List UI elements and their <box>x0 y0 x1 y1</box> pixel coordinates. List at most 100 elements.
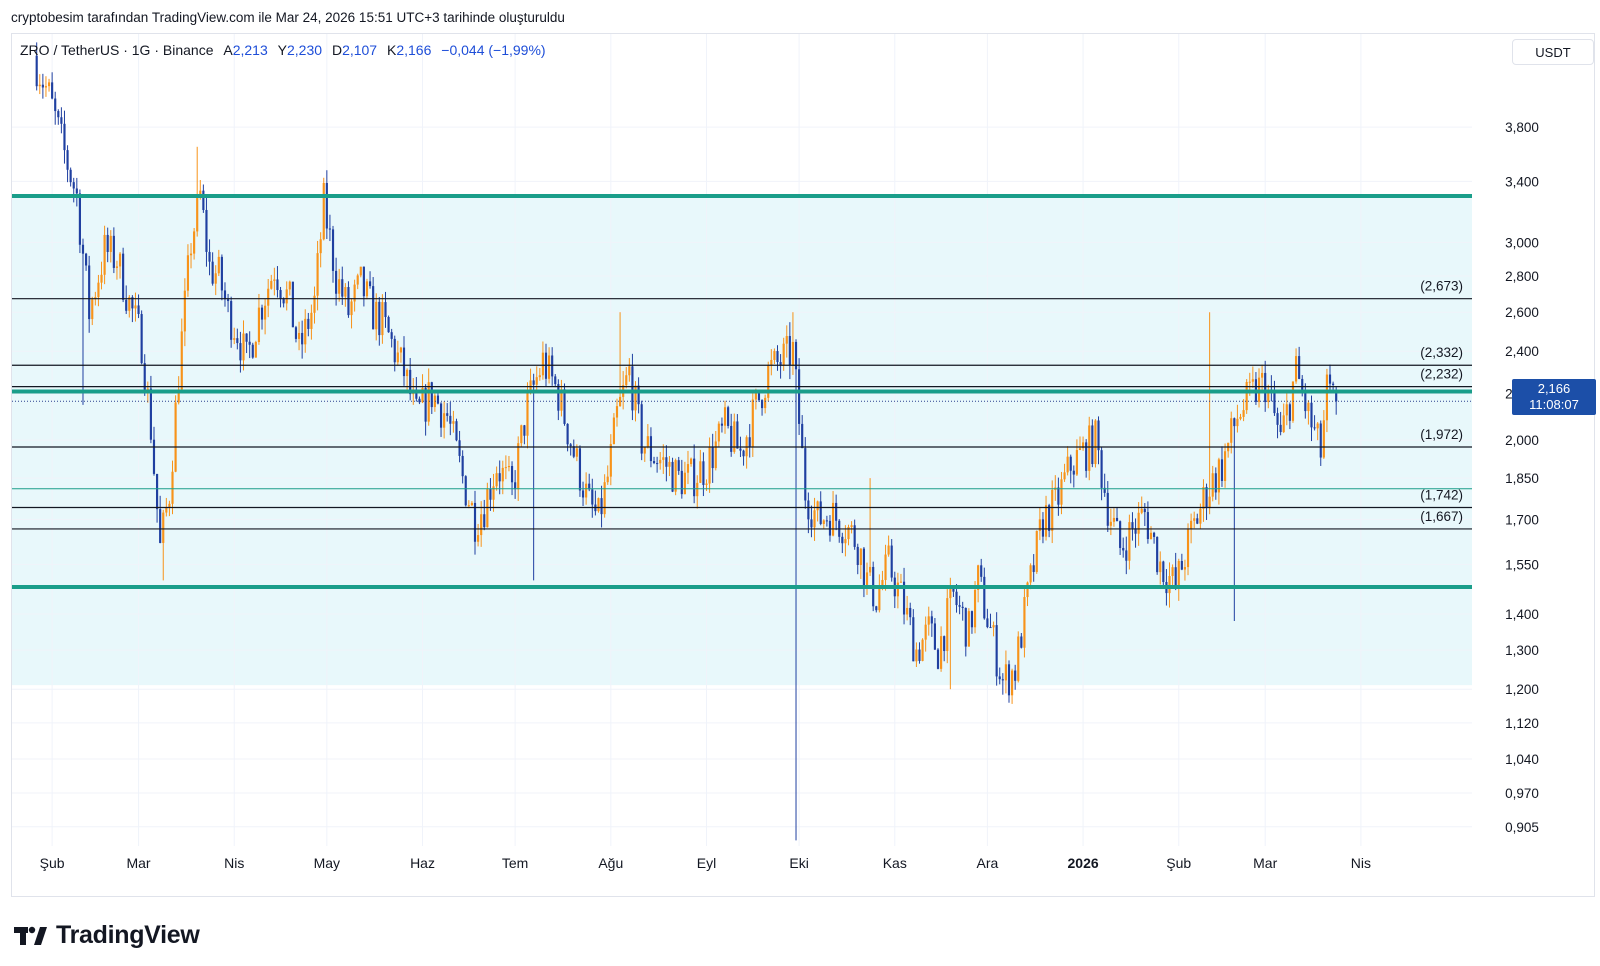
candle-body <box>1001 679 1004 681</box>
candle-body <box>813 510 816 528</box>
candle-body <box>674 460 677 492</box>
candle-body <box>1245 382 1248 411</box>
bar-countdown: 11:08:07 <box>1529 397 1579 412</box>
candle-body <box>1251 379 1254 382</box>
candle-body <box>174 402 177 472</box>
candle-body <box>257 307 261 343</box>
candle-body <box>1239 416 1242 419</box>
candle-body <box>458 440 461 456</box>
candle-body <box>276 279 279 291</box>
candle-body <box>730 425 733 452</box>
candle-body <box>529 380 532 392</box>
y-tick-label: 2,600 <box>1505 305 1539 320</box>
ohlc-legend: ZRO / TetherUS · 1G · Binance A2,213 Y2,… <box>20 42 546 58</box>
candle-body <box>699 461 702 483</box>
candle-body <box>1156 536 1159 573</box>
candle-body <box>54 98 57 112</box>
candle-body <box>1143 508 1146 513</box>
candle-body <box>378 301 381 336</box>
candle-body <box>1211 473 1214 497</box>
x-tick-label: May <box>314 855 340 871</box>
candle-body <box>477 535 480 542</box>
candle-body <box>297 332 301 339</box>
candle-body <box>909 607 912 618</box>
candle-body <box>88 265 91 320</box>
y-tick-label: 1,200 <box>1505 682 1539 697</box>
candle-body <box>464 476 467 506</box>
candle-body <box>764 397 767 409</box>
candle-body <box>183 290 186 332</box>
candle-body <box>693 458 696 497</box>
close-label: K <box>387 42 397 58</box>
candle-body <box>1038 519 1041 531</box>
candle-body <box>273 279 276 281</box>
candle-body <box>964 607 967 647</box>
candle-body <box>251 344 254 358</box>
candle-body <box>381 302 384 336</box>
y-tick-label: 1,700 <box>1505 512 1539 527</box>
candle-body <box>51 82 54 99</box>
high-label: Y <box>277 42 287 58</box>
candle-body <box>1072 470 1075 475</box>
candle-body <box>353 284 356 302</box>
candle-body <box>865 572 869 587</box>
candle-body <box>233 338 236 340</box>
symbol-label[interactable]: ZRO / TetherUS · 1G · Binance <box>20 42 214 58</box>
candle-body <box>344 287 347 297</box>
candle-body <box>1112 517 1116 522</box>
candle-body <box>538 375 541 378</box>
brand-name: TradingView <box>56 921 200 949</box>
candle-body <box>1011 670 1014 696</box>
level-label: (1,972) <box>1420 427 1463 442</box>
y-tick-label: 2,400 <box>1505 344 1539 359</box>
candle-body <box>1332 383 1335 385</box>
candle-body <box>38 84 41 87</box>
candle-body <box>1301 378 1304 392</box>
candle-body <box>930 616 933 624</box>
candle-body <box>85 253 88 266</box>
candle-body <box>1094 420 1097 465</box>
candle-body <box>572 446 575 457</box>
candle-body <box>134 305 137 309</box>
candle-body <box>1335 390 1338 402</box>
candle-body <box>878 588 881 611</box>
candle-body <box>291 281 294 328</box>
candle-body <box>714 441 717 469</box>
candle-body <box>1029 565 1032 583</box>
candle-body <box>245 333 248 342</box>
low-label: D <box>331 42 343 58</box>
candle-body <box>1279 424 1282 433</box>
candle-body <box>680 470 683 495</box>
candle-body <box>443 413 446 428</box>
candle-body <box>973 589 977 628</box>
open-value: 2,213 <box>232 42 268 58</box>
candle-body <box>637 385 640 405</box>
axis-layer: 3,8003,4003,0002,8002,6002,4002,2002,000… <box>40 120 1539 871</box>
candle-body <box>384 302 387 318</box>
candle-body <box>226 299 230 302</box>
candle-body <box>591 489 594 505</box>
candle-body <box>551 355 554 377</box>
candle-body <box>915 649 918 662</box>
x-tick-label: Şub <box>1166 855 1191 871</box>
candle-body <box>646 436 649 448</box>
close-value: 2,166 <box>396 42 432 58</box>
y-tick-label: 1,120 <box>1505 716 1539 731</box>
candle-body <box>1190 520 1193 529</box>
candle-body <box>118 253 122 267</box>
y-tick-label: 2,800 <box>1505 269 1539 284</box>
x-tick-label: Ara <box>976 855 998 871</box>
candle-body <box>418 398 421 403</box>
candle-body <box>338 279 341 294</box>
change-value: −0,044 (−1,99%) <box>441 42 546 58</box>
candle-body <box>81 244 85 254</box>
candle-body <box>977 565 980 590</box>
candle-body <box>804 448 807 501</box>
candle-body <box>1199 508 1202 524</box>
candle-body <box>41 84 44 88</box>
candle-body <box>733 421 736 452</box>
candle-body <box>847 526 850 540</box>
currency-unit-button[interactable]: USDT <box>1512 39 1594 65</box>
candle-body <box>1282 415 1285 433</box>
